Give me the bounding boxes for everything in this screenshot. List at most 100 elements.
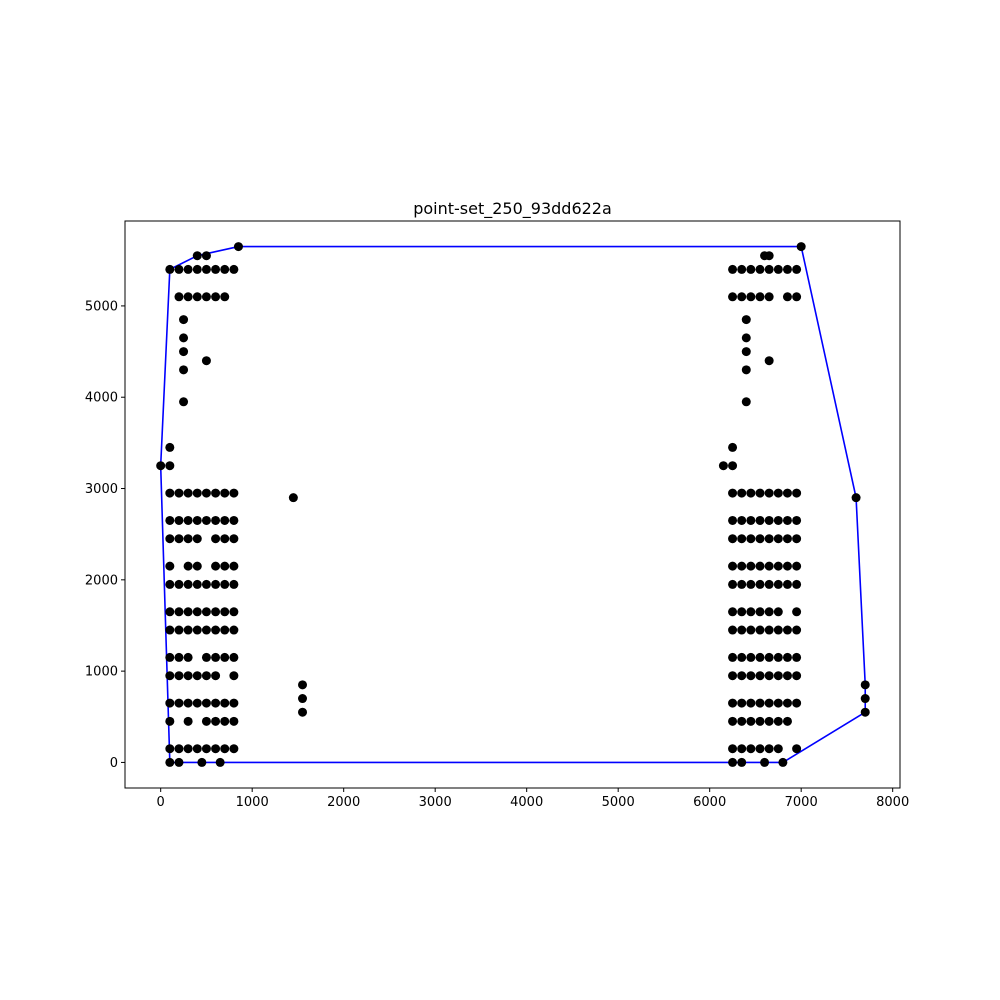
data-point [288,493,298,503]
data-point [156,461,166,471]
data-point [755,716,765,726]
data-point [764,607,774,617]
data-point [211,534,221,544]
data-point [192,561,202,571]
data-point [183,744,193,754]
data-point [773,625,783,635]
data-point [183,625,193,635]
data-point [764,356,774,366]
data-point [192,251,202,261]
x-tick-label: 3000 [419,795,452,810]
data-point [718,461,728,471]
data-point [728,515,738,525]
data-point [728,488,738,498]
data-point [165,515,175,525]
data-point [755,292,765,302]
data-point [746,488,756,498]
data-point [174,757,184,767]
data-point [746,561,756,571]
data-point [174,607,184,617]
data-point [728,264,738,274]
data-point [773,561,783,571]
data-point [764,716,774,726]
data-point [179,333,189,343]
data-point [183,579,193,589]
data-point [851,493,861,503]
data-point [782,534,792,544]
data-point [229,744,239,754]
data-point [737,292,747,302]
y-tick-label: 4000 [85,391,118,406]
data-point [220,698,230,708]
data-point [746,671,756,681]
data-point [737,579,747,589]
data-point [192,264,202,274]
data-point [220,264,230,274]
data-point [192,671,202,681]
data-point [201,264,211,274]
data-point [201,488,211,498]
data-point [211,698,221,708]
data-point [755,625,765,635]
data-point [197,757,207,767]
data-point [764,534,774,544]
data-point [773,264,783,274]
data-point [211,264,221,274]
data-point [773,579,783,589]
data-point [737,671,747,681]
data-point [782,625,792,635]
data-point [179,315,189,325]
data-point [737,607,747,617]
data-point [229,264,239,274]
data-point [201,698,211,708]
data-point [211,652,221,662]
data-point [737,534,747,544]
data-point [215,757,225,767]
data-point [179,347,189,357]
x-tick-label: 0 [157,795,165,810]
data-point [174,264,184,274]
y-tick-label: 3000 [85,482,118,497]
data-point [174,625,184,635]
data-point [792,488,802,498]
data-point [179,397,189,407]
data-point [741,397,751,407]
data-point [211,561,221,571]
data-point [860,694,870,704]
data-point [201,744,211,754]
data-point [764,264,774,274]
data-point [220,534,230,544]
data-point [298,694,308,704]
data-point [737,488,747,498]
points-layer [156,242,870,767]
data-point [782,561,792,571]
data-point [211,488,221,498]
data-point [728,625,738,635]
data-point [201,625,211,635]
data-point [746,625,756,635]
data-point [174,488,184,498]
data-point [220,607,230,617]
data-point [174,671,184,681]
data-point [728,561,738,571]
data-point [174,515,184,525]
data-point [746,716,756,726]
data-point [792,534,802,544]
data-point [755,264,765,274]
data-point [755,698,765,708]
data-point [792,561,802,571]
data-point [165,652,175,662]
data-point [728,461,738,471]
data-point [728,534,738,544]
y-tick-label: 5000 [85,299,118,314]
data-point [737,757,747,767]
data-point [755,671,765,681]
data-point [792,264,802,274]
data-point [764,515,774,525]
data-point [192,579,202,589]
data-point [773,671,783,681]
data-point [165,698,175,708]
data-point [737,652,747,662]
data-point [174,579,184,589]
